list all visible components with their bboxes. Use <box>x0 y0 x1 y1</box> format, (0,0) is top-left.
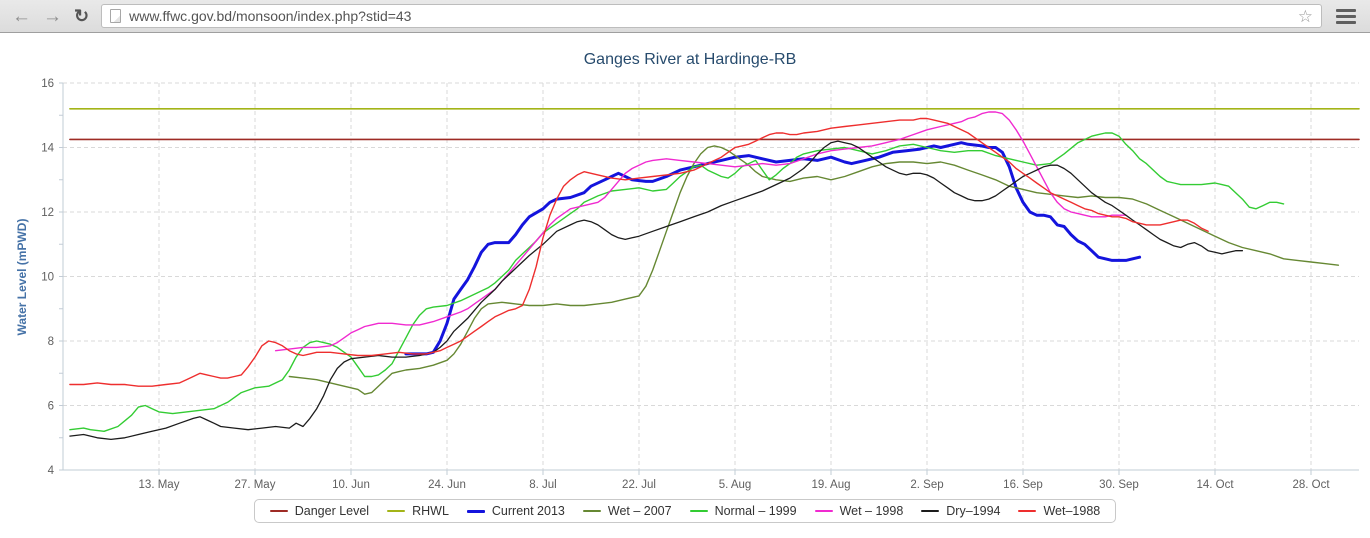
legend-item-danger-level[interactable]: Danger Level <box>261 504 378 518</box>
series-line-current-2013 <box>404 141 1142 356</box>
legend-item-normal-1999[interactable]: Normal – 1999 <box>681 504 806 518</box>
legend-item-current-2013[interactable]: Current 2013 <box>458 504 574 518</box>
legend-item-wet-2007[interactable]: Wet – 2007 <box>574 504 681 518</box>
legend-swatch-current-2013 <box>466 509 485 513</box>
series-line-normal-1999 <box>69 132 1285 432</box>
x-tick-label-8-jul: 8. Jul <box>529 479 557 491</box>
x-tick-label-22-jul: 22. Jul <box>622 479 656 491</box>
series-line-wet-2007 <box>288 145 1340 395</box>
address-bar[interactable]: www.ffwc.gov.bd/monsoon/index.php?stid=4… <box>101 4 1322 28</box>
browser-toolbar: ← → ↻ www.ffwc.gov.bd/monsoon/index.php?… <box>0 0 1370 33</box>
legend-item-wet-1988[interactable]: Wet–1988 <box>1009 504 1109 518</box>
chart-legend-wrap: Danger Level RHWL Current 2013 Wet – 2007 No… <box>0 499 1370 523</box>
series-line-wet-1998 <box>274 111 1127 352</box>
y-tick-label-6: 6 <box>48 401 54 413</box>
legend-item-rhwl[interactable]: RHWL <box>378 504 458 518</box>
legend-label-wet-2007: Wet – 2007 <box>607 504 672 518</box>
x-tick-label-2-sep: 2. Sep <box>910 479 943 491</box>
y-tick-label-10: 10 <box>41 272 54 284</box>
y-tick-label-14: 14 <box>41 143 54 155</box>
page-icon <box>110 9 122 23</box>
page-content: 4 6 8 10 12 14 16 13. May 27. May 10. Jun 24. Jun 8… <box>0 33 1370 523</box>
legend-label-dry-1994: Dry–1994 <box>946 504 1001 518</box>
x-tick-label-13-may: 13. May <box>139 479 180 491</box>
y-tick-label-16: 16 <box>41 78 54 90</box>
x-tick-label-30-sep: 30. Sep <box>1099 479 1139 491</box>
y-tick-label-8: 8 <box>48 336 54 348</box>
legend-swatch-rhwl <box>387 510 406 512</box>
x-tick-label-27-may: 27. May <box>235 479 276 491</box>
y-tick-label-4: 4 <box>48 465 55 477</box>
legend-swatch-wet-2007 <box>582 510 601 512</box>
legend-label-current-2013: Current 2013 <box>491 504 565 518</box>
legend-label-normal-1999: Normal – 1999 <box>714 504 797 518</box>
chart-title: Ganges River at Hardinge-RB <box>584 51 797 68</box>
x-tick-label-10-jun: 10. Jun <box>332 479 370 491</box>
legend-item-wet-1998[interactable]: Wet – 1998 <box>806 504 913 518</box>
legend-label-wet-1988: Wet–1988 <box>1043 504 1101 518</box>
chart-legend: Danger Level RHWL Current 2013 Wet – 2007 No… <box>253 499 1117 523</box>
forward-button[interactable]: → <box>43 5 62 27</box>
legend-swatch-wet-1988 <box>1018 510 1037 512</box>
legend-swatch-wet-1998 <box>814 510 833 512</box>
bookmark-star-icon[interactable]: ☆ <box>1297 6 1313 26</box>
x-tick-label-16-sep: 16. Sep <box>1003 479 1043 491</box>
legend-swatch-danger-level <box>269 510 288 512</box>
url-text[interactable]: www.ffwc.gov.bd/monsoon/index.php?stid=4… <box>129 8 412 24</box>
legend-swatch-dry-1994 <box>921 510 940 512</box>
series-line-wet-1988 <box>69 117 1209 387</box>
y-tick-label-12: 12 <box>41 207 54 219</box>
series-line-dry-1994 <box>69 140 1244 441</box>
legend-label-rhwl: RHWL <box>412 504 449 518</box>
legend-label-wet-1998: Wet – 1998 <box>839 504 904 518</box>
y-axis-title: Water Level (mPWD) <box>15 219 29 336</box>
x-tick-label-19-aug: 19. Aug <box>811 479 850 491</box>
x-tick-label-5-aug: 5. Aug <box>719 479 752 491</box>
legend-item-dry-1994[interactable]: Dry–1994 <box>912 504 1009 518</box>
x-tick-label-28-oct: 28. Oct <box>1292 479 1330 491</box>
back-button[interactable]: ← <box>12 5 31 27</box>
legend-swatch-normal-1999 <box>689 510 708 512</box>
x-tick-label-24-jun: 24. Jun <box>428 479 466 491</box>
reload-button[interactable]: ↻ <box>74 6 90 26</box>
water-level-chart[interactable]: 4 6 8 10 12 14 16 13. May 27. May 10. Jun 24. Jun 8… <box>0 33 1370 496</box>
legend-label-danger-level: Danger Level <box>294 504 370 518</box>
x-tick-label-14-oct: 14. Oct <box>1196 479 1234 491</box>
menu-icon[interactable] <box>1334 6 1358 27</box>
